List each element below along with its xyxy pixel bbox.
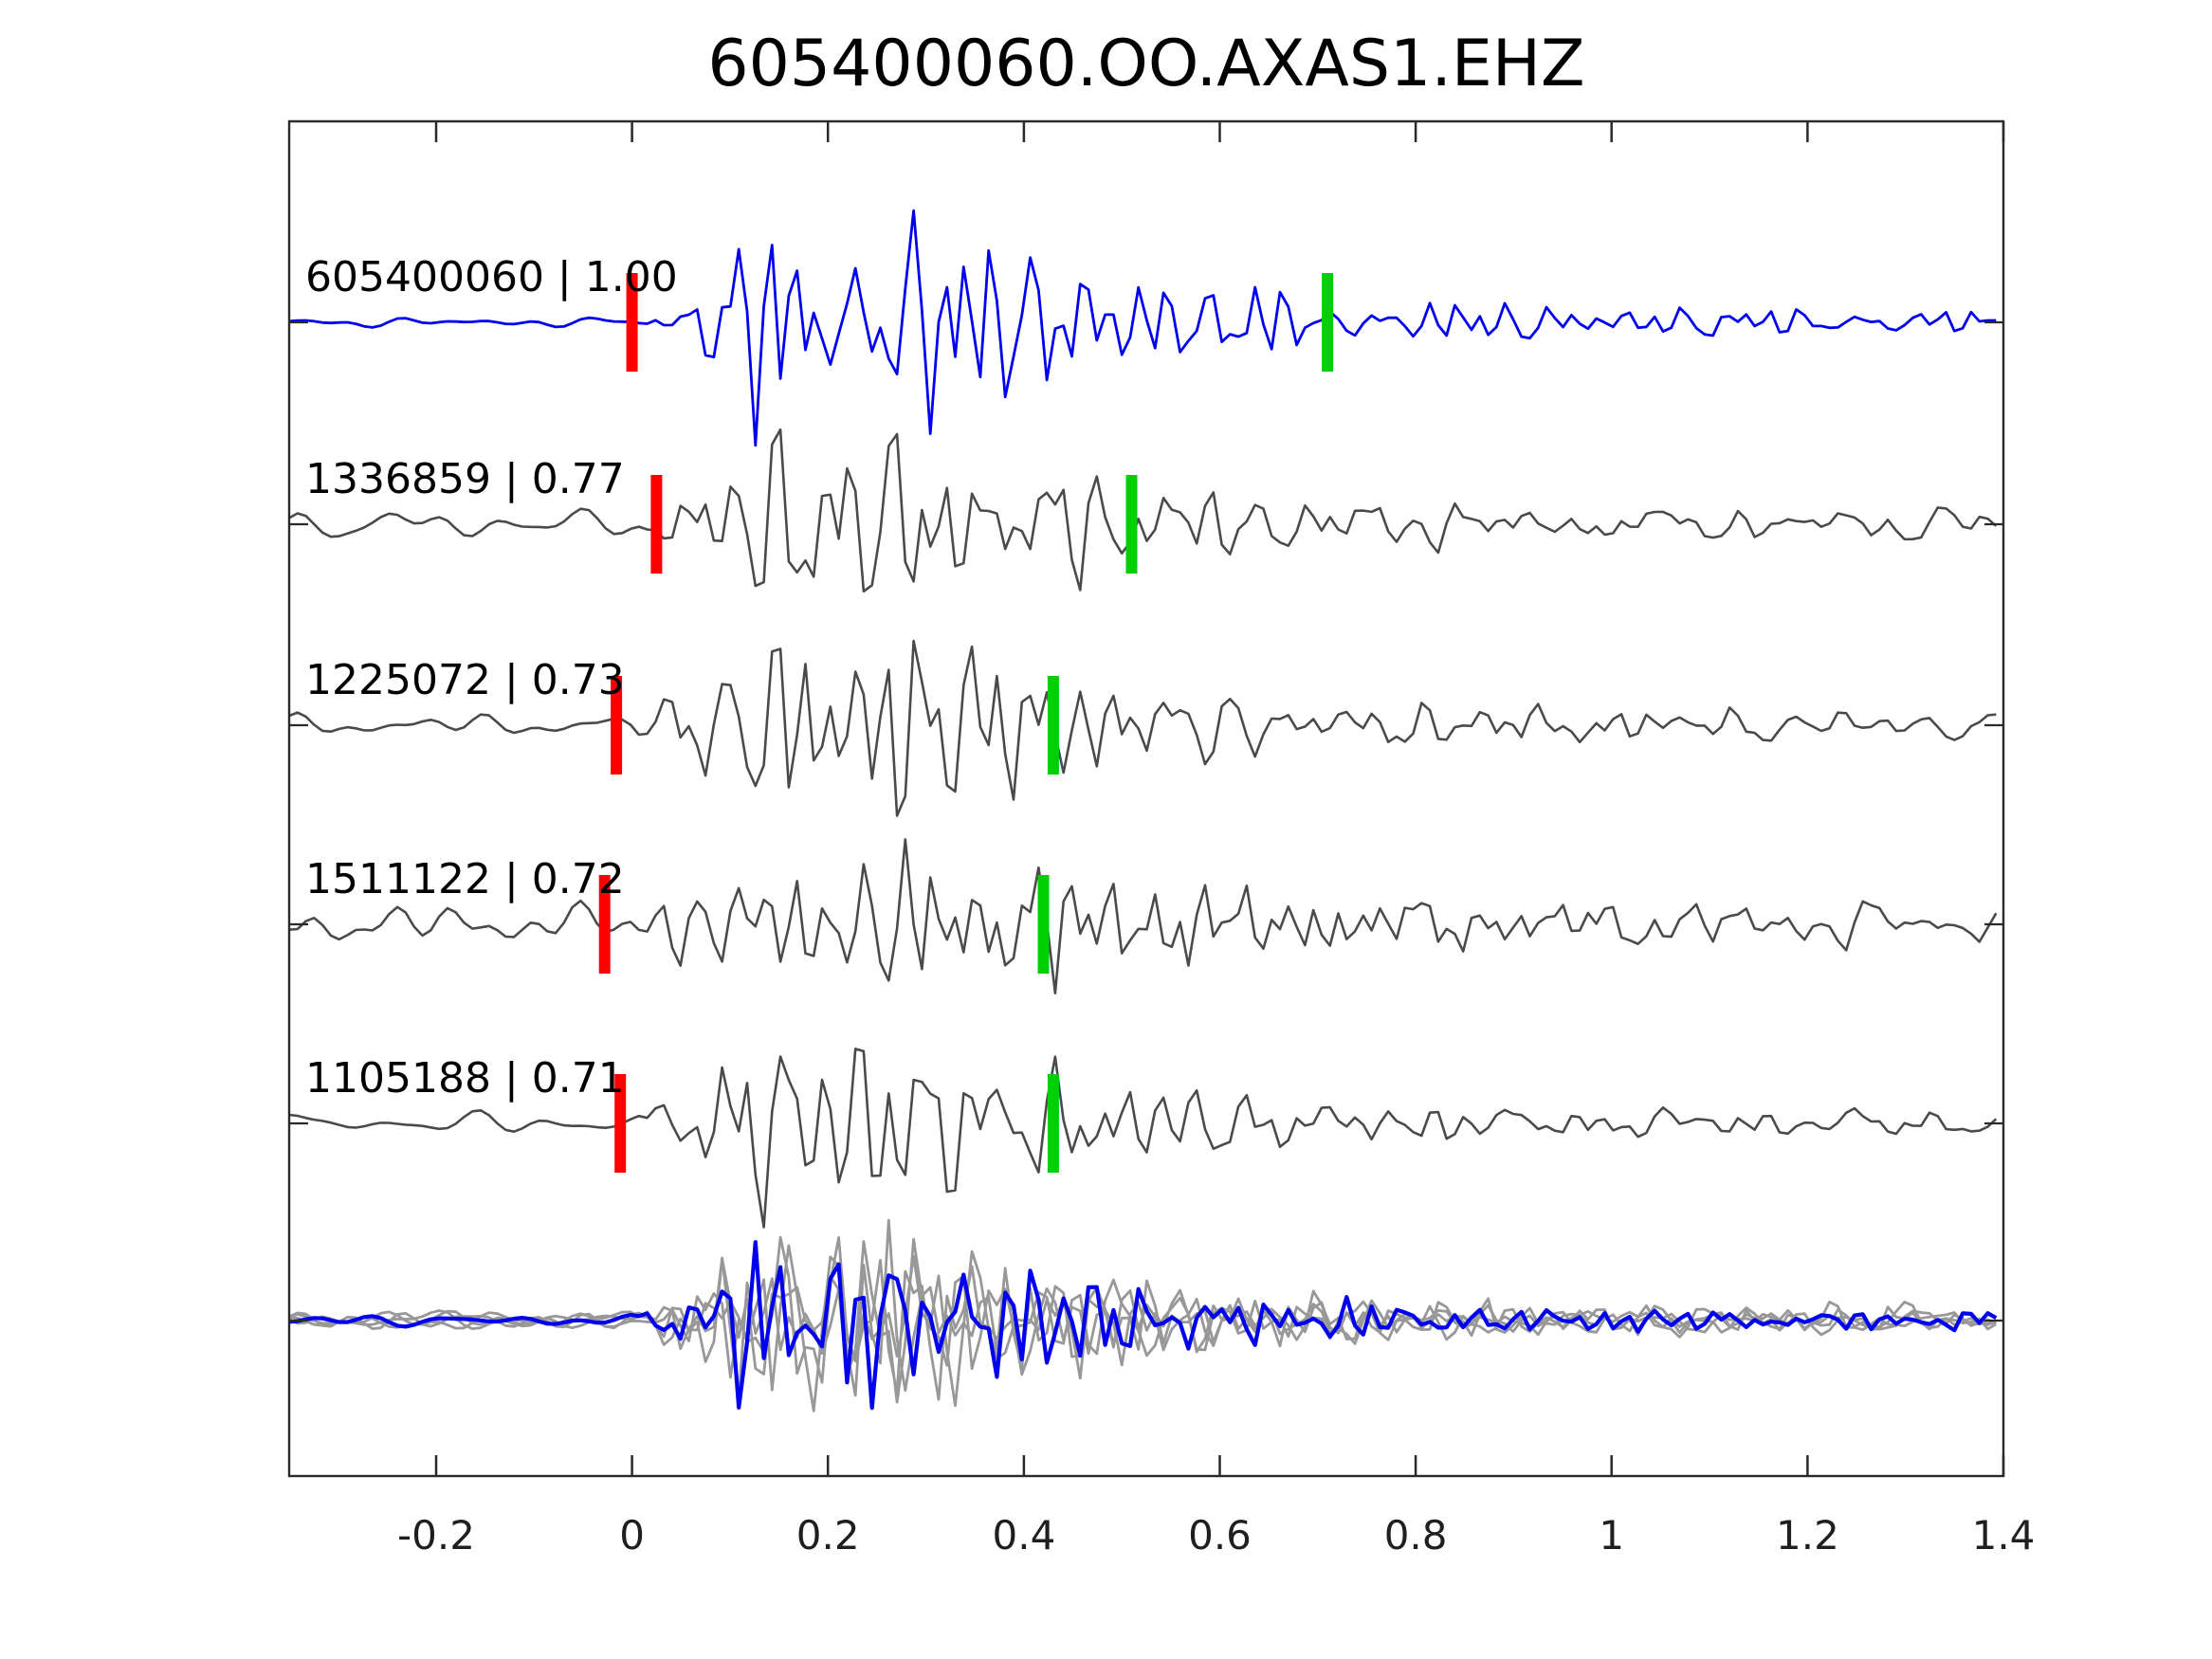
x-tick-label: 1.4 xyxy=(1972,1512,2036,1559)
red-pick-marker xyxy=(650,475,663,574)
figure-title: 605400060.OO.AXAS1.EHZ xyxy=(707,27,1584,101)
waveform-1336859 xyxy=(289,428,1998,593)
trace-label: 1105188 | 0.71 xyxy=(305,1054,625,1103)
overlay-waveform-4 xyxy=(289,1240,1998,1411)
x-tick-label: 0.8 xyxy=(1384,1512,1448,1559)
waveform-1225072 xyxy=(289,639,1997,817)
green-pick-marker xyxy=(1125,475,1138,574)
overlay-waveform-0 xyxy=(289,1244,1998,1413)
x-tick-label: 0.4 xyxy=(993,1512,1056,1559)
waveform-1511122 xyxy=(289,838,1998,994)
trace-label: 1225072 | 0.73 xyxy=(305,656,625,704)
trace-label: 1511122 | 0.72 xyxy=(305,855,625,903)
green-pick-marker xyxy=(1047,1074,1059,1173)
x-tick-label: 0.2 xyxy=(796,1512,860,1559)
green-pick-marker xyxy=(1047,676,1059,775)
green-pick-marker xyxy=(1322,273,1334,372)
pick-markers xyxy=(598,273,1334,1173)
x-tick-label: 0 xyxy=(619,1512,645,1559)
x-tick-label: -0.2 xyxy=(397,1512,475,1559)
green-pick-marker xyxy=(1037,875,1050,974)
red-pick-marker xyxy=(614,1074,627,1173)
red-pick-marker xyxy=(611,676,623,775)
red-pick-marker xyxy=(626,273,638,372)
x-tick-label: 1.2 xyxy=(1776,1512,1839,1559)
plot-border xyxy=(287,119,2005,1478)
overlay-waveform-2 xyxy=(289,1218,1997,1400)
red-pick-marker xyxy=(598,875,611,974)
overlay-waveform-3 xyxy=(289,1237,1997,1404)
waveform-1105188 xyxy=(289,1048,1998,1229)
x-tick-labels: -0.2 0 0.2 0.4 0.6 0.8 1 1.2 1.4 xyxy=(397,1512,2035,1559)
trace-label: 1336859 | 0.77 xyxy=(305,455,625,503)
x-tick-label: 0.6 xyxy=(1188,1512,1252,1559)
trace-labels: 605400060 | 1.00 1336859 | 0.77 1225072 | … xyxy=(305,253,678,1103)
x-tick-label: 1 xyxy=(1599,1512,1624,1559)
waveform-traces xyxy=(289,209,1998,1413)
trace-label: 605400060 | 1.00 xyxy=(305,253,678,301)
waveform-605400060 xyxy=(289,209,1997,447)
